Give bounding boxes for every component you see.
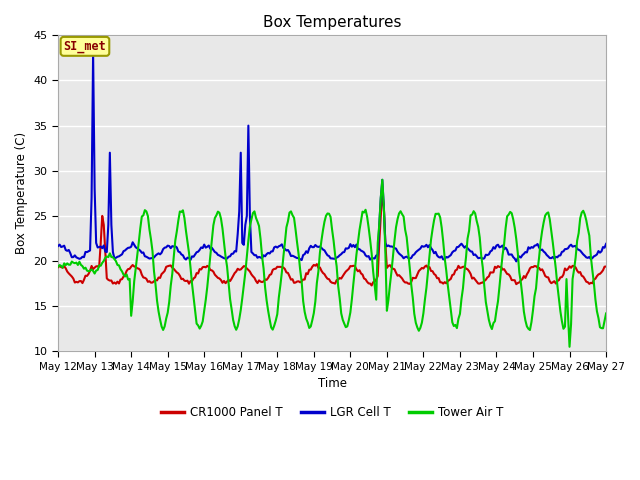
Title: Box Temperatures: Box Temperatures — [263, 15, 401, 30]
Text: SI_met: SI_met — [63, 40, 106, 53]
X-axis label: Time: Time — [317, 377, 347, 390]
Legend: CR1000 Panel T, LGR Cell T, Tower Air T: CR1000 Panel T, LGR Cell T, Tower Air T — [156, 401, 508, 424]
Y-axis label: Box Temperature (C): Box Temperature (C) — [15, 132, 28, 254]
